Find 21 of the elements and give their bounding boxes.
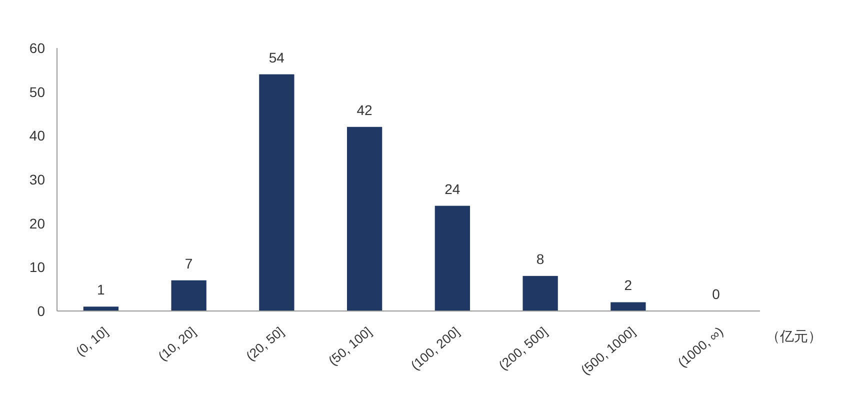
x-tick-label: (0, 10] — [72, 324, 111, 359]
data-label: 24 — [444, 180, 460, 197]
y-tick-label: 0 — [37, 303, 46, 319]
data-label: 1 — [97, 282, 106, 298]
y-tick-label: 40 — [29, 128, 46, 144]
y-tick-label: 20 — [29, 215, 46, 232]
data-label: 7 — [184, 255, 193, 272]
x-tick-label: (200, 500] — [496, 324, 550, 373]
data-label: 0 — [712, 286, 720, 302]
data-label: 54 — [268, 49, 285, 66]
x-tick-label: (50, 100] — [326, 324, 374, 368]
x-axis-title: （亿元） — [766, 328, 822, 344]
y-tick-label: 10 — [29, 259, 46, 276]
data-label: 8 — [536, 250, 544, 267]
y-tick-label: 60 — [29, 40, 46, 56]
y-tick-label: 30 — [29, 172, 46, 188]
y-tick-label: 50 — [29, 84, 46, 100]
x-tick-label: (20, 50] — [243, 324, 287, 364]
data-label: 2 — [624, 277, 632, 294]
x-tick-label: (10, 20] — [155, 324, 199, 364]
data-label: 42 — [356, 102, 373, 118]
